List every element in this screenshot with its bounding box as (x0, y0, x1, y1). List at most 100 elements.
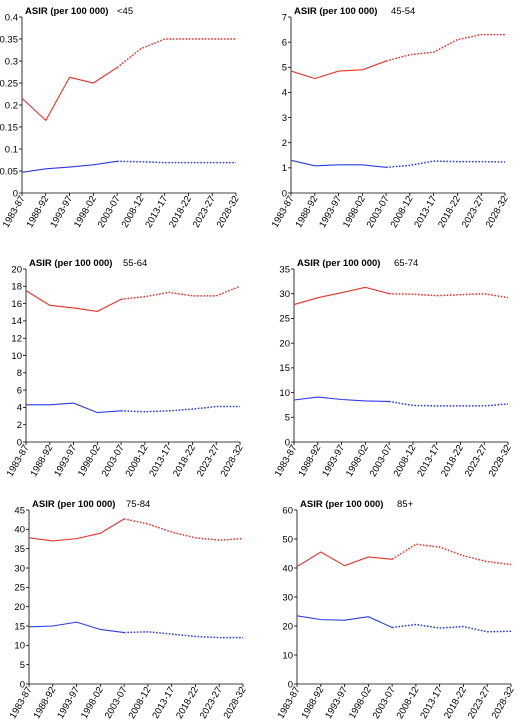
series-red-observed-line (28, 518, 125, 542)
y-tick-label: 35 (14, 544, 25, 555)
y-tick-label: 0.05 (0, 166, 18, 177)
y-tick-label: 4 (282, 88, 287, 99)
series-blue-observed-line (296, 615, 393, 628)
series-blue-observed-line (293, 396, 390, 403)
chart-panel-4: 051015202530351983-871988-921993-971998-… (273, 258, 514, 479)
y-tick-label: 30 (14, 563, 25, 574)
y-tick-label: 2 (282, 138, 287, 149)
x-tick-label: 2028-32 (487, 443, 514, 479)
chart-panel-5: 0510152025303540451983-871988-921993-971… (8, 499, 249, 721)
y-tick-label: 10 (282, 650, 293, 661)
y-tick-label: 0 (288, 679, 293, 690)
y-tick-label: 4 (17, 403, 22, 414)
y-tick-label: 25 (14, 583, 25, 594)
series-blue-projected-line (117, 160, 236, 164)
x-tick-label: 2028-32 (484, 194, 511, 230)
y-axis-label: ASIR (per 100 000) (300, 499, 383, 510)
y-tick-label: 25 (279, 314, 290, 325)
series-blue-observed-line (290, 159, 387, 168)
y-tick-label: 7 (282, 12, 287, 23)
y-tick-label: 18 (11, 282, 22, 293)
panel-title: 75-84 (126, 499, 150, 510)
series-red-projected-line (391, 543, 512, 566)
y-tick-label: 1 (282, 163, 287, 174)
panel-title: 45-54 (391, 6, 415, 17)
panel-title: <45 (117, 6, 133, 17)
y-tick-label: 5 (20, 660, 25, 671)
series-red-observed-line (293, 286, 390, 306)
x-tick-label: 2028-32 (219, 443, 246, 479)
y-tick-label: 0.25 (0, 78, 18, 89)
y-axis-label: ASIR (per 100 000) (294, 6, 377, 17)
y-tick-label: 6 (17, 385, 22, 396)
x-tick-label: 2028-32 (222, 685, 249, 721)
series-blue-observed-line (21, 160, 118, 173)
y-tick-label: 60 (282, 505, 293, 516)
y-tick-label: 0 (13, 188, 18, 199)
y-tick-label: 15 (279, 363, 290, 374)
y-tick-label: 2 (17, 420, 22, 431)
chart-panel-3: 024681012141618201983-871988-921993-9719… (5, 258, 246, 479)
x-tick-label: 2028-32 (490, 685, 517, 721)
series-red-projected-line (116, 38, 236, 69)
series-red-observed-line (21, 67, 118, 122)
y-tick-label: 0 (285, 437, 290, 448)
panel-title: 65-74 (394, 258, 418, 269)
y-tick-label: 5 (282, 63, 287, 74)
series-blue-observed-line (26, 402, 122, 414)
series-blue-observed-line (28, 621, 125, 634)
y-tick-label: 0.1 (5, 144, 18, 155)
series-red-observed-line (296, 551, 393, 568)
series-red-projected-line (123, 518, 244, 541)
y-tick-label: 15 (14, 621, 25, 632)
y-tick-label: 6 (282, 37, 287, 48)
y-tick-label: 0.35 (0, 34, 18, 45)
chart-panel-6: 01020304050601983-871988-921993-971998-0… (276, 499, 517, 721)
panel-title: 55-64 (123, 258, 147, 269)
y-tick-label: 16 (11, 299, 22, 310)
y-tick-label: 3 (282, 113, 287, 124)
y-tick-label: 0.15 (0, 122, 18, 133)
y-tick-label: 5 (285, 413, 290, 424)
series-red-projected-line (385, 33, 505, 62)
series-blue-projected-line (392, 623, 512, 633)
y-tick-label: 35 (279, 264, 290, 275)
y-tick-label: 10 (279, 388, 290, 399)
series-blue-projected-line (388, 400, 509, 407)
y-tick-label: 20 (282, 621, 293, 632)
series-blue-projected-line (386, 160, 506, 169)
y-tick-label: 30 (282, 592, 293, 603)
y-tick-label: 10 (14, 641, 25, 652)
series-red-projected-line (121, 285, 241, 301)
series-red-observed-line (290, 60, 387, 80)
y-tick-label: 0.2 (5, 100, 18, 111)
y-tick-label: 0.4 (5, 12, 18, 23)
series-blue-projected-line (121, 405, 240, 413)
y-tick-label: 20 (279, 338, 290, 349)
y-tick-label: 0.3 (5, 56, 18, 67)
y-tick-label: 40 (14, 525, 25, 536)
y-tick-label: 14 (11, 316, 22, 327)
y-axis-label: ASIR (per 100 000) (297, 258, 380, 269)
y-tick-label: 20 (11, 264, 22, 275)
y-tick-label: 0 (282, 188, 287, 199)
y-tick-label: 10 (11, 351, 22, 362)
y-axis-label: ASIR (per 100 000) (25, 6, 108, 17)
x-tick-label: 2028-32 (215, 194, 242, 230)
panel-title: 85+ (397, 499, 414, 510)
y-tick-label: 45 (14, 505, 25, 516)
y-tick-label: 50 (282, 534, 293, 545)
y-tick-label: 20 (14, 602, 25, 613)
chart-panel-1: 00.050.10.150.20.250.30.350.41983-871988… (0, 6, 242, 230)
chart-panel-2: 012345671983-871988-921993-971998-022003… (270, 6, 511, 230)
y-axis-label: ASIR (per 100 000) (32, 499, 115, 510)
y-axis-label: ASIR (per 100 000) (29, 258, 112, 269)
series-blue-projected-line (124, 631, 243, 639)
y-tick-label: 40 (282, 563, 293, 574)
y-tick-label: 8 (17, 368, 22, 379)
y-tick-label: 30 (279, 289, 290, 300)
series-red-observed-line (25, 290, 122, 312)
y-tick-label: 0 (20, 679, 25, 690)
